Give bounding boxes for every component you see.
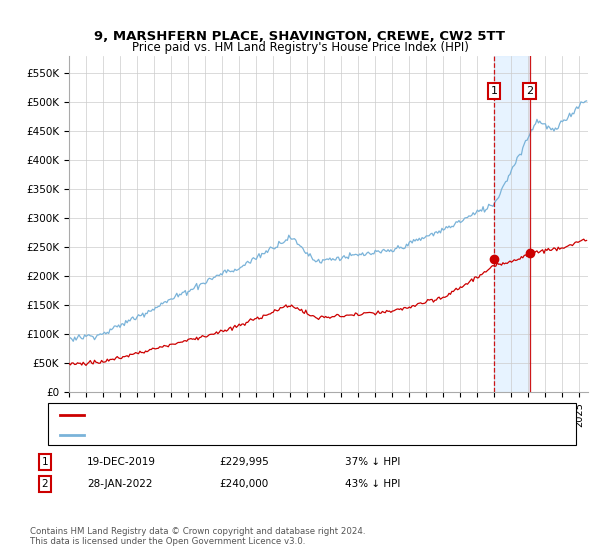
Text: 43% ↓ HPI: 43% ↓ HPI bbox=[345, 479, 400, 489]
Text: 2: 2 bbox=[41, 479, 49, 489]
Text: Contains HM Land Registry data © Crown copyright and database right 2024.
This d: Contains HM Land Registry data © Crown c… bbox=[30, 526, 365, 546]
Text: 1: 1 bbox=[490, 86, 497, 96]
Text: 37% ↓ HPI: 37% ↓ HPI bbox=[345, 457, 400, 467]
Text: £240,000: £240,000 bbox=[219, 479, 268, 489]
Text: HPI: Average price, detached house, Cheshire East: HPI: Average price, detached house, Ches… bbox=[90, 430, 338, 440]
Text: 9, MARSHFERN PLACE, SHAVINGTON, CREWE, CW2 5TT: 9, MARSHFERN PLACE, SHAVINGTON, CREWE, C… bbox=[95, 30, 505, 43]
Text: 2: 2 bbox=[526, 86, 533, 96]
Text: 9, MARSHFERN PLACE, SHAVINGTON, CREWE, CW2 5TT (detached house): 9, MARSHFERN PLACE, SHAVINGTON, CREWE, C… bbox=[90, 410, 449, 420]
Text: 1: 1 bbox=[41, 457, 49, 467]
Text: 19-DEC-2019: 19-DEC-2019 bbox=[87, 457, 156, 467]
Bar bbox=[494, 56, 530, 392]
Text: 28-JAN-2022: 28-JAN-2022 bbox=[87, 479, 152, 489]
Text: Price paid vs. HM Land Registry's House Price Index (HPI): Price paid vs. HM Land Registry's House … bbox=[131, 41, 469, 54]
Text: £229,995: £229,995 bbox=[219, 457, 269, 467]
